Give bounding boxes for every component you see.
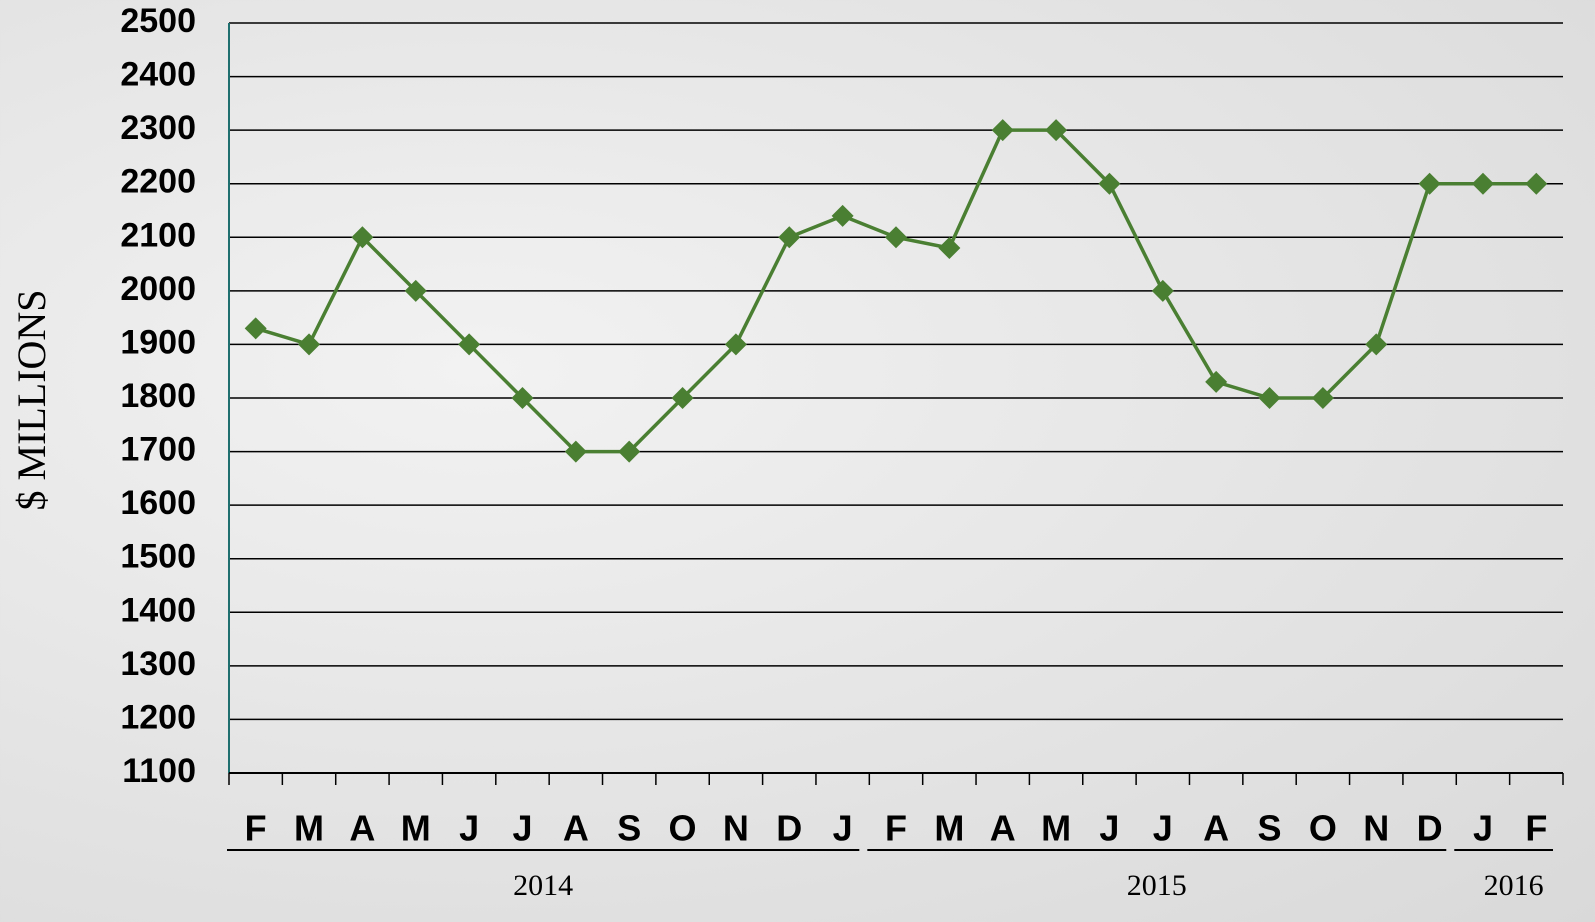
x-tick-label: J [833, 808, 853, 849]
data-point [618, 440, 641, 463]
data-point [1525, 172, 1548, 195]
data-point [938, 237, 961, 259]
y-tick-label: 1900 [120, 323, 196, 361]
data-point [1311, 387, 1334, 409]
data-point [1471, 172, 1494, 195]
x-tick-label: S [617, 808, 641, 849]
x-tick-label: S [1258, 808, 1282, 849]
year-label: 2016 [1484, 869, 1544, 902]
y-tick-label: 1800 [120, 377, 196, 415]
y-tick-label: 2300 [120, 109, 196, 147]
y-tick-label: 1300 [120, 645, 196, 683]
x-tick-label: M [1041, 808, 1071, 849]
x-tick-label: J [1153, 808, 1173, 849]
x-tick-label: M [934, 808, 964, 849]
x-tick-label: D [1417, 808, 1443, 849]
year-label: 2014 [513, 869, 573, 902]
x-tick-label: J [1473, 808, 1493, 849]
x-tick-label: F [885, 808, 907, 849]
data-point [404, 279, 427, 302]
y-tick-label: 2200 [120, 163, 196, 201]
x-tick-label: A [990, 808, 1016, 849]
x-tick-label: F [245, 808, 267, 849]
x-tick-label: J [512, 808, 532, 849]
y-tick-label: 2000 [120, 270, 196, 308]
data-point [298, 333, 321, 356]
x-tick-label: N [1363, 808, 1389, 849]
data-point [564, 440, 587, 463]
data-point [885, 226, 907, 249]
y-tick-label: 2400 [120, 56, 196, 94]
data-point [724, 333, 747, 356]
y-tick-label: 2100 [120, 216, 196, 254]
x-tick-label: O [669, 808, 697, 849]
data-point [1045, 119, 1068, 142]
data-point [1418, 172, 1441, 195]
x-tick-label: M [294, 808, 324, 849]
data-point [244, 317, 267, 340]
data-point [351, 226, 374, 249]
x-tick-label: A [563, 808, 589, 849]
x-tick-label: A [1203, 808, 1229, 849]
x-tick-label: D [776, 808, 802, 849]
y-tick-label: 1700 [120, 431, 196, 469]
data-point [1258, 387, 1281, 409]
y-tick-label: 1400 [120, 591, 196, 629]
x-tick-label: A [349, 808, 375, 849]
data-point [671, 387, 694, 409]
x-tick-label: J [459, 808, 479, 849]
data-point [991, 119, 1014, 142]
y-tick-label: 1500 [120, 538, 196, 576]
data-point [831, 204, 854, 227]
y-tick-label: 2500 [120, 2, 196, 40]
x-tick-label: F [1525, 808, 1547, 849]
data-point [458, 333, 481, 356]
y-tick-label: 1100 [122, 752, 196, 790]
data-point [1365, 333, 1388, 356]
x-tick-label: M [401, 808, 431, 849]
y-tick-label: 1600 [120, 484, 196, 522]
data-point [1151, 279, 1174, 302]
data-point [1098, 172, 1121, 195]
data-point [1205, 370, 1228, 393]
data-point [511, 387, 534, 409]
y-tick-label: 1200 [120, 698, 196, 736]
x-tick-label: J [1099, 808, 1119, 849]
y-axis-label: $ MILLIONS [9, 289, 54, 510]
data-point [778, 226, 801, 249]
x-tick-label: N [723, 808, 749, 849]
year-label: 2015 [1127, 869, 1187, 902]
x-tick-label: O [1309, 808, 1337, 849]
